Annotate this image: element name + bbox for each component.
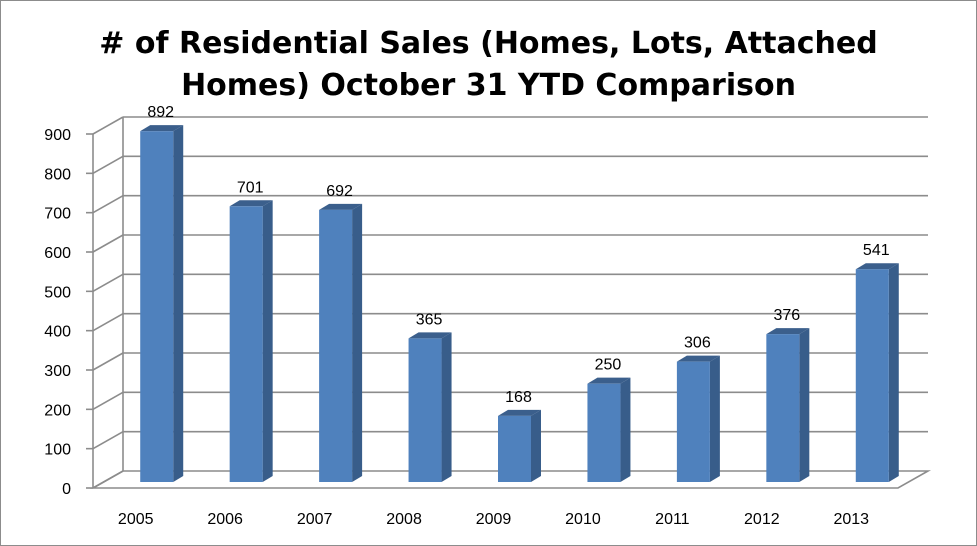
y-tick-label: 100 xyxy=(44,442,71,459)
data-labels: 892 701 692 365 168 250 306 376 541 xyxy=(147,104,889,406)
y-tick-label: 0 xyxy=(62,481,71,498)
x-tick-labels: 2005 2006 2007 2008 2009 2010 2011 2012 2013 xyxy=(118,511,869,528)
chart-title-line-2: Homes) October 31 YTD Comparison xyxy=(181,68,796,103)
data-label: 376 xyxy=(773,307,800,324)
x-tick-label: 2009 xyxy=(476,511,512,528)
bars xyxy=(140,125,899,483)
side-gridline xyxy=(92,194,124,214)
side-gridline xyxy=(92,430,124,450)
bar xyxy=(766,328,810,482)
bar xyxy=(408,332,452,482)
data-label: 168 xyxy=(505,389,532,406)
x-tick-label: 2013 xyxy=(833,511,869,528)
bar xyxy=(498,409,541,482)
x-tick-label: 2011 xyxy=(655,511,690,528)
y-tick-label: 400 xyxy=(44,324,71,341)
bar-side xyxy=(799,328,810,482)
y-tick-label: 900 xyxy=(44,127,71,144)
side-gridline xyxy=(92,352,124,371)
x-tick-label: 2008 xyxy=(386,511,422,528)
data-label: 692 xyxy=(326,183,353,200)
bar-top xyxy=(766,328,810,335)
y-tick-label: 300 xyxy=(44,363,71,380)
side-gridline xyxy=(92,312,124,332)
y-tick-label: 600 xyxy=(44,245,71,262)
chart-title: # of Residential Sales (Homes, Lots, Att… xyxy=(1,23,976,107)
x-tick-label: 2007 xyxy=(297,511,333,528)
bar xyxy=(229,200,273,483)
bar-top xyxy=(587,377,631,384)
bar-side xyxy=(441,332,452,482)
bar-side xyxy=(888,263,899,482)
bar-front xyxy=(766,334,800,482)
bar-side xyxy=(709,355,720,482)
side-gridline xyxy=(92,116,124,135)
side-gridline xyxy=(92,273,124,293)
bar xyxy=(676,355,720,482)
bar-front xyxy=(676,361,710,482)
data-label: 541 xyxy=(863,242,890,259)
y-tick-label: 700 xyxy=(44,206,71,223)
x-tick-label: 2005 xyxy=(118,511,154,528)
x-tick-label: 2010 xyxy=(565,511,601,528)
data-label: 306 xyxy=(684,335,711,352)
y-tick-label: 200 xyxy=(44,402,71,419)
side-gridline xyxy=(92,155,124,175)
data-label: 892 xyxy=(147,104,174,121)
bar-front xyxy=(319,209,353,482)
chart-title-line-1: # of Residential Sales (Homes, Lots, Att… xyxy=(99,26,878,61)
bar-top xyxy=(676,355,720,362)
bar-side xyxy=(173,125,184,482)
bar-top xyxy=(140,125,184,132)
axes xyxy=(86,117,932,489)
floor xyxy=(89,470,932,489)
y-tick-labels: 0 100 200 300 400 500 600 700 800 900 xyxy=(44,127,71,498)
data-label: 250 xyxy=(595,357,622,374)
bar-top xyxy=(408,332,452,339)
bar-front xyxy=(229,206,263,483)
x-tick-label: 2012 xyxy=(744,511,780,528)
bar-top xyxy=(229,200,273,207)
bar-side xyxy=(531,409,541,482)
y-tick-label: 500 xyxy=(44,284,71,301)
bar-side xyxy=(352,203,363,482)
bar-side xyxy=(262,200,273,483)
bar xyxy=(855,263,899,482)
bar-side xyxy=(620,377,631,482)
bar-front xyxy=(498,415,531,482)
bar-front xyxy=(587,383,621,482)
side-gridline xyxy=(92,391,124,411)
bar-front xyxy=(408,338,442,482)
bar-top xyxy=(855,263,899,270)
bar-front xyxy=(140,131,174,482)
x-tick-label: 2006 xyxy=(207,511,243,528)
bar xyxy=(587,377,631,482)
data-label: 365 xyxy=(416,311,443,328)
y-tick-label: 800 xyxy=(44,166,71,183)
bar xyxy=(319,203,363,482)
bar-top xyxy=(319,203,363,210)
side-gridline xyxy=(92,234,124,253)
bar xyxy=(140,125,184,482)
data-label: 701 xyxy=(237,179,264,196)
bar-top xyxy=(498,409,541,416)
bar-front xyxy=(855,269,889,482)
